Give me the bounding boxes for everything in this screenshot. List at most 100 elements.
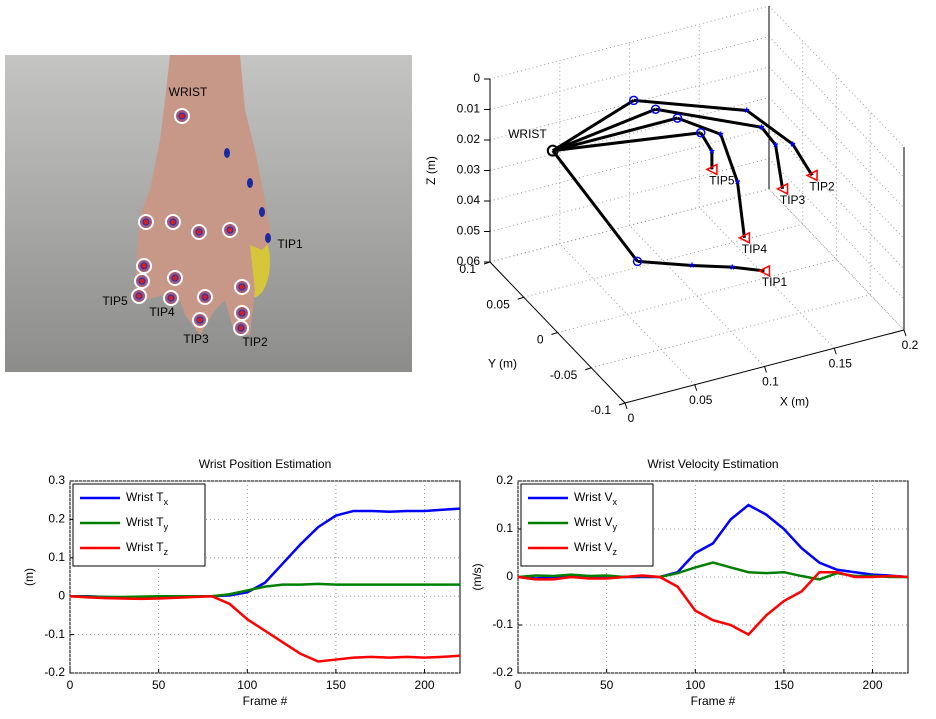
bone bbox=[552, 131, 701, 153]
x-tick bbox=[624, 402, 628, 410]
y-tick-label: 0.2 bbox=[496, 473, 513, 487]
y-axis-label: (m) bbox=[22, 568, 36, 586]
wrist-marker bbox=[546, 144, 559, 157]
grid-line bbox=[591, 294, 871, 369]
z-tick-label: 0.04 bbox=[457, 193, 481, 207]
joint-center bbox=[135, 292, 143, 300]
legend-name: Wrist T bbox=[126, 515, 164, 529]
legend-subscript: z bbox=[164, 547, 169, 557]
grid-line bbox=[523, 223, 803, 298]
legend-name: Wrist T bbox=[126, 490, 164, 504]
series-line bbox=[69, 582, 460, 599]
x-tick-label: 200 bbox=[863, 678, 883, 692]
x-tick-label: 50 bbox=[152, 678, 166, 692]
grid-line bbox=[768, 66, 905, 209]
thumb-marker bbox=[224, 148, 230, 158]
finger bbox=[676, 116, 746, 239]
y-tick-label: 0.1 bbox=[459, 262, 476, 276]
photo-label: WRIST bbox=[169, 85, 208, 99]
joint-center bbox=[169, 218, 177, 226]
grid-line bbox=[768, 188, 905, 331]
x-tick-label: 0.15 bbox=[829, 356, 853, 370]
legend-label: Wrist Tx bbox=[126, 490, 169, 507]
joint-marker: * bbox=[744, 104, 750, 120]
grid-line bbox=[489, 158, 770, 232]
joint-center bbox=[226, 226, 234, 234]
grid-line bbox=[557, 259, 837, 333]
grid-line bbox=[768, 188, 905, 331]
chart-title: Wrist Position Estimation bbox=[199, 457, 332, 471]
y-tick-label: 0.05 bbox=[486, 297, 510, 311]
legend-label: Wrist Vz bbox=[574, 540, 617, 557]
bone bbox=[552, 116, 678, 153]
y-tick-label: -0.1 bbox=[492, 617, 513, 631]
photo-label: TIP5 bbox=[102, 294, 128, 308]
joint-marker: * bbox=[718, 128, 724, 144]
wrist-label: WRIST bbox=[508, 127, 547, 141]
z-tick-label: 0.05 bbox=[457, 224, 481, 238]
legend-name: Wrist V bbox=[574, 515, 612, 529]
x-tick-label: 100 bbox=[685, 678, 705, 692]
tip-label: TIP3 bbox=[780, 193, 806, 207]
base-marker bbox=[628, 95, 639, 106]
x-tick bbox=[764, 366, 767, 373]
z-axis-label: Z (m) bbox=[424, 156, 438, 185]
grid-line bbox=[768, 158, 905, 300]
x-tick-label: 0.05 bbox=[689, 393, 713, 407]
x-tick-label: 0.1 bbox=[762, 375, 779, 389]
x-tick-label: 0 bbox=[515, 678, 522, 692]
x-axis-label: X (m) bbox=[780, 395, 809, 409]
grid-line bbox=[489, 36, 770, 110]
x-tick bbox=[833, 348, 837, 355]
x-tick-label: 0.2 bbox=[902, 338, 919, 352]
joint-center bbox=[142, 218, 150, 226]
grid-line bbox=[489, 188, 770, 263]
grid-line bbox=[768, 127, 905, 270]
grid-line bbox=[768, 97, 905, 239]
photo-label: TIP1 bbox=[277, 237, 303, 251]
y-tick-label: 0 bbox=[506, 569, 513, 583]
joint-center bbox=[238, 283, 246, 291]
grid-line bbox=[489, 5, 770, 80]
y-tick bbox=[551, 332, 558, 335]
series-line bbox=[69, 594, 461, 663]
joint-center bbox=[178, 112, 186, 120]
x-tick-label: 0 bbox=[628, 411, 635, 425]
grid-line bbox=[698, 206, 835, 349]
x-tick-label: 100 bbox=[237, 678, 257, 692]
grid-line bbox=[559, 243, 696, 386]
joint-marker: * bbox=[709, 145, 715, 161]
legend-name: Wrist V bbox=[574, 540, 612, 554]
y-tick bbox=[517, 296, 524, 300]
y-tick-label: -0.05 bbox=[550, 368, 578, 382]
hand bbox=[135, 55, 272, 335]
thumb-marker bbox=[265, 233, 271, 243]
y-axis-label: (m/s) bbox=[470, 563, 484, 590]
x-tick bbox=[903, 329, 907, 337]
grid-line bbox=[768, 5, 905, 148]
tip-marker bbox=[737, 231, 751, 245]
tip-marker bbox=[805, 169, 818, 182]
joint-center bbox=[138, 277, 146, 285]
z-tick-label: 0.03 bbox=[457, 163, 481, 177]
y-tick bbox=[585, 367, 592, 371]
joint-center bbox=[201, 293, 209, 301]
x-axis-label: Frame # bbox=[243, 694, 288, 708]
x-axis-label: Frame # bbox=[691, 694, 736, 708]
joint-center bbox=[238, 309, 246, 317]
legend-name: Wrist T bbox=[126, 540, 164, 554]
tip-marker bbox=[775, 182, 789, 196]
joint-marker: * bbox=[773, 139, 779, 155]
joint-center bbox=[171, 274, 179, 282]
y-tick-label: -0.2 bbox=[44, 665, 65, 679]
photo-label: TIP2 bbox=[242, 335, 268, 349]
z-tick-label: 0.02 bbox=[457, 132, 481, 146]
tip-marker bbox=[705, 163, 718, 176]
x-tick-label: 150 bbox=[326, 678, 346, 692]
bone bbox=[551, 99, 635, 152]
joint-center bbox=[140, 262, 148, 270]
legend-name: Wrist V bbox=[574, 490, 612, 504]
joint-center bbox=[237, 324, 245, 332]
joint-center bbox=[196, 316, 204, 324]
